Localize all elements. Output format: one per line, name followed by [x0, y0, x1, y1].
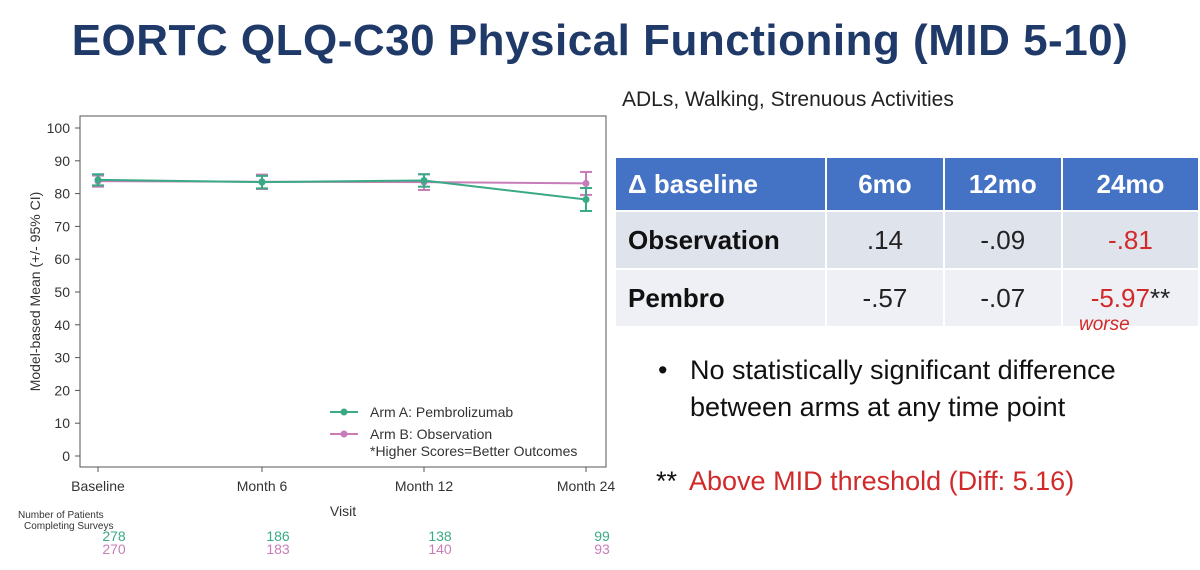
- cell-12mo: -.07: [942, 268, 1063, 328]
- patient-count-arm-b: 270: [102, 541, 126, 557]
- patient-count-arm-a: 99: [594, 528, 610, 544]
- patient-count-arm-b: 140: [428, 541, 452, 557]
- y-tick-label: 70: [54, 218, 70, 234]
- y-tick-label: 30: [54, 350, 70, 366]
- legend-label: Arm A: Pembrolizumab: [370, 404, 513, 420]
- x-tick-label: Month 6: [237, 478, 288, 494]
- table-header-6mo: 6mo: [825, 156, 945, 212]
- table-header-24mo: 24mo: [1060, 156, 1200, 212]
- patient-count-arm-a: 138: [428, 528, 452, 544]
- data-point: [582, 196, 590, 204]
- x-tick-label: Month 12: [395, 478, 454, 494]
- plot-frame: [79, 115, 607, 468]
- series-line: [97, 178, 587, 201]
- y-tick-label: 100: [47, 120, 71, 136]
- table-header-12mo: 12mo: [942, 156, 1063, 212]
- y-axis-label: Model-based Mean (+/- 95% CI): [27, 192, 43, 392]
- delta-baseline-table: Δ baseline 6mo 12mo 24mo Observation .14…: [613, 156, 1200, 328]
- cell-24mo-value: -5.97: [1090, 282, 1150, 313]
- y-tick-label: 50: [54, 284, 70, 300]
- row-label: Observation: [613, 210, 828, 270]
- y-tick-label: 0: [62, 448, 70, 464]
- patient-count-arm-b: 93: [594, 541, 610, 557]
- cell-6mo: .14: [825, 210, 945, 270]
- patient-count-arm-a: 186: [266, 528, 290, 544]
- mid-threshold-note: ** Above MID threshold (Diff: 5.16): [656, 466, 1074, 497]
- legend-swatch-point: [340, 408, 348, 416]
- data-point: [258, 178, 266, 186]
- table-header-row: Δ baseline 6mo 12mo 24mo: [613, 156, 1200, 212]
- x-tick-label: Baseline: [71, 478, 125, 494]
- chart-subtitle: ADLs, Walking, Strenuous Activities: [622, 88, 954, 111]
- patient-count-arm-b: 183: [266, 541, 290, 557]
- y-tick-label: 10: [54, 415, 70, 431]
- bullet-text: No statistically significant difference …: [690, 355, 1116, 422]
- cell-6mo: -.57: [825, 268, 945, 328]
- table-row-observation: Observation .14 -.09 -.81: [613, 210, 1200, 270]
- cell-12mo: -.09: [942, 210, 1063, 270]
- patients-label-line1: Number of Patients: [18, 510, 104, 521]
- bullet-point: • No statistically significant differenc…: [658, 352, 1158, 426]
- note-prefix: **: [656, 466, 678, 496]
- cell-24mo: -.81: [1060, 210, 1200, 270]
- legend-note: *Higher Scores=Better Outcomes: [370, 443, 577, 459]
- table-header-delta: Δ baseline: [613, 156, 828, 212]
- data-point: [94, 176, 102, 184]
- cell-24mo: -5.97**: [1060, 268, 1200, 328]
- x-axis-label: Visit: [330, 503, 356, 519]
- patient-count-arm-a: 278: [102, 528, 126, 544]
- worse-annotation: worse: [1079, 314, 1130, 335]
- significance-stars: **: [1149, 282, 1171, 313]
- bullet-marker: •: [658, 355, 668, 385]
- legend-swatch-point: [340, 430, 348, 438]
- table-row-pembro: Pembro -.57 -.07 -5.97**: [613, 268, 1200, 328]
- y-tick-label: 90: [54, 153, 70, 169]
- y-tick-label: 40: [54, 317, 70, 333]
- y-tick-label: 20: [54, 382, 70, 398]
- data-point: [582, 179, 590, 187]
- y-tick-label: 60: [54, 251, 70, 267]
- slide-title: EORTC QLQ-C30 Physical Functioning (MID …: [71, 16, 1129, 65]
- note-text: Above MID threshold (Diff: 5.16): [689, 466, 1075, 496]
- patients-label-line2: Completing Surveys: [24, 521, 113, 532]
- data-point: [420, 176, 428, 184]
- x-tick-label: Month 24: [557, 478, 616, 494]
- physical-functioning-chart: 0 10 20 30 40 50 60 70 80 90 100 Baseline Month 6 Mon…: [18, 115, 616, 557]
- y-tick-label: 80: [54, 186, 70, 202]
- row-label: Pembro: [613, 268, 828, 328]
- legend-label: Arm B: Observation: [370, 426, 492, 442]
